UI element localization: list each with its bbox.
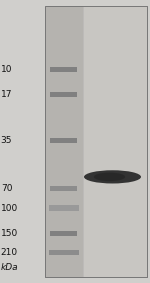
FancyBboxPatch shape bbox=[50, 138, 77, 143]
FancyBboxPatch shape bbox=[50, 231, 77, 236]
Text: 17: 17 bbox=[1, 90, 12, 99]
FancyBboxPatch shape bbox=[50, 186, 77, 191]
FancyBboxPatch shape bbox=[45, 6, 83, 277]
Text: kDa: kDa bbox=[1, 263, 18, 272]
FancyBboxPatch shape bbox=[45, 6, 147, 277]
Ellipse shape bbox=[94, 173, 125, 181]
FancyBboxPatch shape bbox=[50, 92, 77, 97]
Ellipse shape bbox=[84, 170, 141, 183]
Text: 35: 35 bbox=[1, 136, 12, 145]
FancyBboxPatch shape bbox=[83, 6, 84, 277]
FancyBboxPatch shape bbox=[49, 205, 79, 211]
Text: 70: 70 bbox=[1, 184, 12, 193]
Text: 210: 210 bbox=[1, 248, 18, 257]
Text: 150: 150 bbox=[1, 229, 18, 238]
Text: 10: 10 bbox=[1, 65, 12, 74]
FancyBboxPatch shape bbox=[49, 250, 79, 255]
FancyBboxPatch shape bbox=[50, 67, 77, 72]
Text: 100: 100 bbox=[1, 203, 18, 213]
FancyBboxPatch shape bbox=[83, 6, 147, 277]
